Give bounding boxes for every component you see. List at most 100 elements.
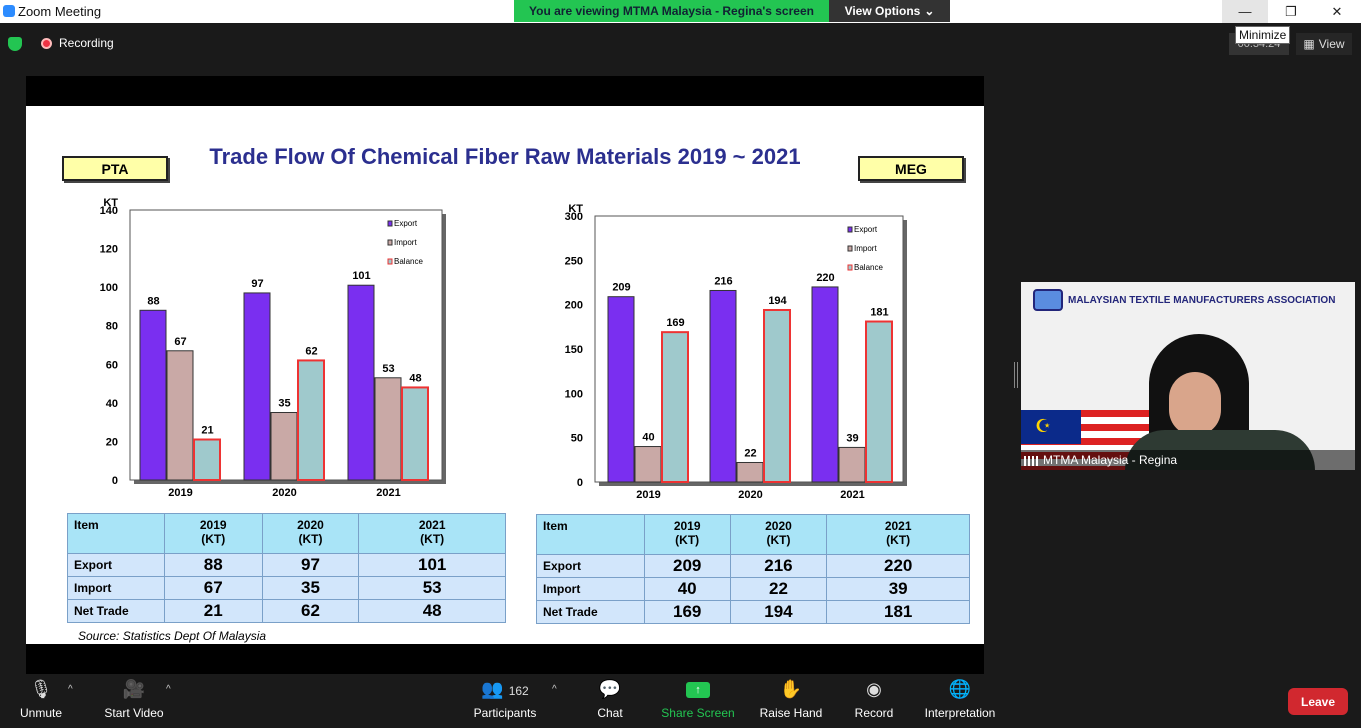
- bar: [139, 309, 167, 481]
- y-tick-label: 50: [571, 433, 583, 445]
- restore-icon: ❐: [1285, 3, 1297, 19]
- bar: [193, 438, 221, 481]
- chevron-up-icon: ^: [68, 684, 73, 695]
- bar: [838, 446, 866, 483]
- panel-splitter-handle[interactable]: [1014, 362, 1018, 388]
- chat-button[interactable]: 💬 Chat: [590, 678, 630, 720]
- video-off-icon: 🎥: [122, 679, 146, 699]
- shared-screen: Trade Flow Of Chemical Fiber Raw Materia…: [26, 76, 984, 674]
- close-icon: ✕: [1331, 3, 1343, 19]
- legend-label: Export: [394, 219, 418, 228]
- table-cell: 101: [358, 553, 506, 577]
- legend-label: Export: [854, 225, 878, 234]
- participants-button[interactable]: 👥 162 Participants: [470, 678, 540, 720]
- bar: [661, 331, 689, 483]
- x-tick-label: 2019: [168, 487, 192, 499]
- chat-icon: 💬: [598, 679, 622, 699]
- data-label: 194: [768, 295, 787, 307]
- restore-button[interactable]: ❐: [1268, 0, 1314, 23]
- table-header-cell: 2019 (KT): [643, 514, 731, 555]
- shield-icon[interactable]: [8, 37, 22, 51]
- recording-icon: [41, 38, 52, 49]
- bar: [607, 296, 635, 483]
- data-label: 40: [642, 432, 654, 444]
- x-tick-label: 2020: [272, 487, 296, 499]
- bar: [166, 350, 194, 481]
- view-options-button[interactable]: View Options ⌄: [829, 0, 950, 22]
- grid-icon: ▦: [1303, 37, 1315, 51]
- window-title: Zoom Meeting: [18, 4, 102, 19]
- data-label: 88: [147, 295, 159, 307]
- start-video-button[interactable]: 🎥 Start Video: [100, 678, 168, 720]
- close-button[interactable]: ✕: [1314, 0, 1360, 23]
- y-tick-label: 20: [106, 436, 118, 448]
- table-cell: Net Trade: [536, 600, 645, 624]
- data-label: 169: [666, 317, 684, 329]
- minimize-button[interactable]: —: [1222, 0, 1268, 23]
- legend-label: Balance: [854, 263, 883, 272]
- org-name: MALAYSIAN TEXTILE MANUFACTURERS ASSOCIAT…: [1068, 295, 1336, 306]
- table-cell: 181: [826, 600, 970, 624]
- legend-swatch: [847, 245, 853, 252]
- record-label: Record: [854, 706, 894, 720]
- bar: [634, 446, 662, 483]
- interpretation-label: Interpretation: [924, 706, 996, 720]
- leave-button[interactable]: Leave: [1288, 688, 1348, 715]
- table-cell: 40: [643, 577, 731, 601]
- pta-tag: PTA: [62, 156, 168, 181]
- bar: [736, 461, 764, 483]
- table-cell: 53: [358, 576, 506, 600]
- interpretation-button[interactable]: 🌐 Interpretation: [920, 678, 1000, 720]
- bar: [297, 359, 325, 481]
- y-axis-unit: KT: [103, 197, 118, 209]
- legend-swatch: [387, 220, 393, 227]
- data-label: 97: [251, 278, 263, 290]
- table-cell: 209: [643, 554, 731, 578]
- meg-tag: MEG: [858, 156, 964, 181]
- pta-trade-table: Item 2019 (KT) 2020 (KT) 2021 (KT) Export 88 97 10…: [67, 513, 506, 623]
- data-label: 181: [870, 307, 888, 319]
- participant-video-tile[interactable]: MALAYSIAN TEXTILE MANUFACTURERS ASSOCIAT…: [1021, 282, 1355, 470]
- data-label: 21: [201, 425, 213, 437]
- minimize-icon: —: [1238, 4, 1252, 19]
- data-label: 220: [816, 272, 834, 284]
- bar: [709, 289, 737, 483]
- meeting-top-bar: [0, 23, 1361, 63]
- legend-swatch: [387, 239, 393, 246]
- legend-swatch: [847, 226, 853, 233]
- table-cell: 194: [729, 600, 828, 624]
- table-row: Net Trade 21 62 48: [67, 599, 506, 623]
- y-tick-label: 100: [100, 282, 118, 294]
- table-header-cell: Item: [67, 513, 165, 554]
- table-cell: 220: [826, 554, 970, 578]
- x-tick-label: 2020: [738, 489, 762, 501]
- unmute-button[interactable]: 🎙 Unmute: [14, 678, 68, 720]
- legend-label: Balance: [394, 257, 423, 266]
- raise-hand-button[interactable]: ✋ Raise Hand: [758, 678, 824, 720]
- table-cell: 216: [729, 554, 828, 578]
- share-screen-button[interactable]: ↑ Share Screen: [660, 678, 736, 720]
- zoom-logo-icon: [3, 5, 15, 17]
- table-cell: 88: [163, 553, 263, 577]
- data-label: 48: [409, 372, 421, 384]
- record-button[interactable]: ◉ Record: [852, 678, 896, 720]
- bar: [270, 412, 298, 481]
- table-cell: Import: [536, 577, 645, 601]
- participants-label: Participants: [473, 706, 537, 720]
- mtma-logo-icon: [1033, 289, 1063, 311]
- viewing-banner: You are viewing MTMA Malaysia - Regina's…: [514, 0, 829, 22]
- table-cell: 62: [261, 599, 360, 623]
- table-header-cell: Item: [536, 514, 645, 555]
- y-axis-unit: KT: [568, 203, 583, 215]
- recording-label: Recording: [59, 36, 114, 50]
- view-button[interactable]: ▦ View: [1296, 33, 1352, 55]
- data-label: 53: [382, 363, 394, 375]
- y-tick-label: 60: [106, 359, 118, 371]
- x-tick-label: 2021: [376, 487, 400, 499]
- x-tick-label: 2021: [840, 489, 864, 501]
- participant-name: MTMA Malaysia - Regina: [1043, 453, 1178, 467]
- share-screen-icon: ↑: [686, 682, 710, 698]
- crescent-icon: ☪: [1035, 416, 1052, 436]
- table-header-cell: 2021 (KT): [358, 513, 506, 554]
